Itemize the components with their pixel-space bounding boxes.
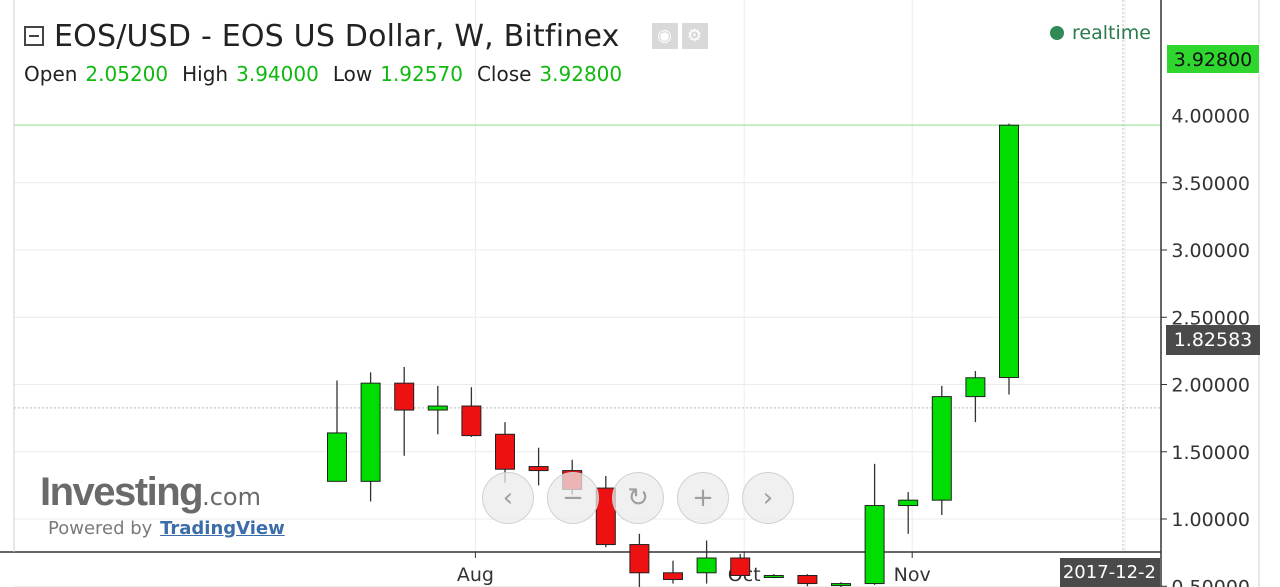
- y-tick-label: 3.00000: [1171, 240, 1250, 262]
- collapse-icon[interactable]: [24, 26, 44, 46]
- chevron-left-icon: ‹: [502, 483, 514, 513]
- eye-icon[interactable]: ◉: [651, 23, 678, 49]
- y-tick-label: 2.00000: [1171, 375, 1250, 397]
- candle-body: [730, 557, 751, 576]
- open-value: 2.05200: [85, 62, 169, 86]
- low-value: 1.92570: [380, 62, 463, 86]
- candle-body: [763, 574, 784, 578]
- x-tick-label: Nov: [894, 564, 931, 586]
- open-label: Open: [24, 62, 78, 86]
- ohlc-legend: Open 2.05200 High 3.94000 Low 1.92570 Cl…: [24, 62, 628, 86]
- crosshair-price-tag: 1.82583: [1166, 325, 1260, 355]
- reset-button[interactable]: ↻: [612, 472, 664, 524]
- y-tick-label: 1.50000: [1171, 442, 1250, 464]
- high-value: 3.94000: [236, 62, 319, 86]
- y-tick-label: 4.00000: [1171, 106, 1250, 128]
- chart-header: EOS/USD - EOS US Dollar, W, Bitfinex ◉ ⚙: [24, 16, 708, 56]
- close-label: Close: [476, 62, 532, 86]
- y-tick-label: 0.50000: [1171, 576, 1250, 587]
- scroll-right-button[interactable]: ›: [742, 472, 794, 524]
- y-tick-label: 1.00000: [1171, 509, 1250, 531]
- close-value: 3.92800: [539, 62, 623, 86]
- candle-body: [461, 405, 482, 437]
- candle-body: [327, 432, 347, 482]
- crosshair-date-tag: 2017-12-2: [1060, 558, 1160, 587]
- powered-by-label: Powered by: [48, 518, 153, 539]
- candle-body: [495, 433, 515, 470]
- candle-body: [965, 377, 986, 398]
- candle-body: [663, 572, 683, 581]
- gear-icon[interactable]: ⚙: [681, 23, 708, 49]
- status-dot-icon: [1050, 26, 1064, 40]
- low-label: Low: [332, 62, 373, 86]
- candle-body: [999, 124, 1019, 379]
- realtime-label: realtime: [1072, 22, 1151, 44]
- candle-body: [696, 557, 717, 574]
- candle-body: [427, 405, 448, 411]
- candle-body: [394, 382, 415, 411]
- plus-icon: +: [692, 483, 714, 513]
- investing-logo[interactable]: Investing.com: [40, 470, 261, 515]
- y-tick-label: 2.50000: [1171, 307, 1250, 329]
- chevron-right-icon: ›: [762, 483, 774, 513]
- logo-text: Investing: [40, 470, 204, 514]
- logo-suffix: .com: [202, 483, 261, 511]
- candle-body: [595, 487, 616, 546]
- tradingview-link[interactable]: TradingView: [160, 518, 285, 539]
- y-tick-label: 3.50000: [1171, 173, 1250, 195]
- candle-body: [360, 382, 381, 482]
- header-icons: ◉ ⚙: [651, 23, 708, 49]
- powered-by: Powered by TradingView: [48, 518, 285, 539]
- zoom-in-button[interactable]: +: [677, 472, 729, 524]
- realtime-status: realtime: [1050, 22, 1151, 44]
- x-tick-label: Aug: [457, 564, 494, 586]
- last-price-tag: 3.92800: [1166, 44, 1260, 74]
- scroll-left-button[interactable]: ‹: [482, 472, 534, 524]
- candle-body: [931, 396, 952, 501]
- candle-body: [898, 499, 919, 507]
- candle-body: [629, 544, 650, 574]
- candle-body: [797, 574, 818, 585]
- high-label: High: [182, 62, 229, 86]
- candle-body: [864, 505, 885, 585]
- candle-body: [528, 466, 549, 472]
- zoom-out-button[interactable]: −: [547, 472, 599, 524]
- minus-icon: −: [562, 483, 584, 513]
- chart-title: EOS/USD - EOS US Dollar, W, Bitfinex: [54, 18, 620, 54]
- reset-icon: ↻: [627, 483, 649, 513]
- candle-body: [831, 583, 851, 587]
